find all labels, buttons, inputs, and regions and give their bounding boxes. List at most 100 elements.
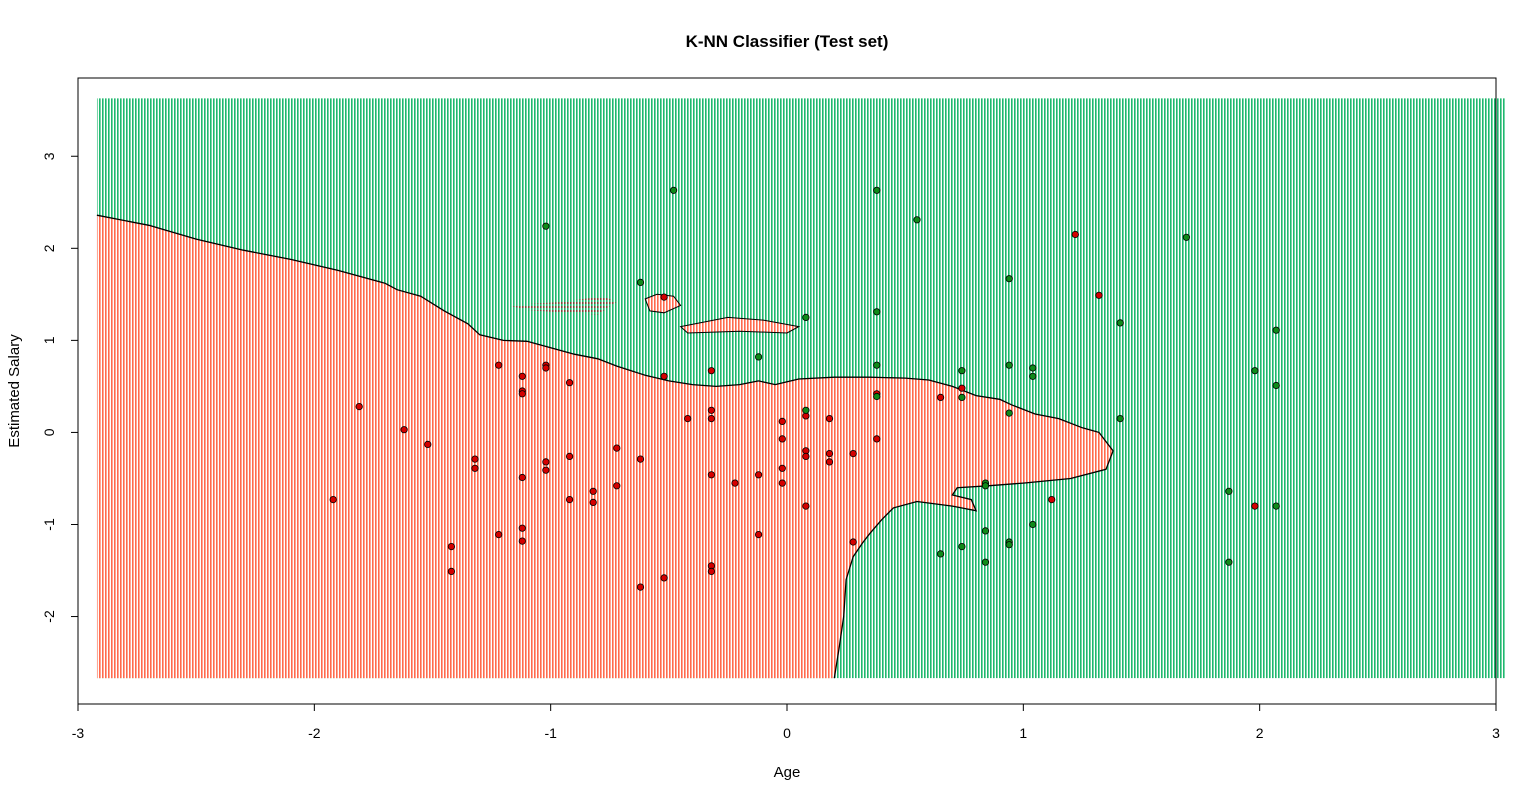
point-class-0 bbox=[825, 458, 834, 466]
point-class-1 bbox=[1029, 520, 1037, 529]
point-class-0 bbox=[518, 537, 526, 545]
point-class-1 bbox=[1272, 502, 1280, 510]
point-class-0 bbox=[400, 426, 408, 434]
point-class-0 bbox=[684, 414, 692, 423]
point-class-1 bbox=[1116, 319, 1124, 327]
point-class-0 bbox=[542, 466, 550, 474]
x-tick-label: 3 bbox=[1492, 725, 1500, 741]
point-class-0 bbox=[958, 384, 966, 392]
x-tick-label: -2 bbox=[308, 725, 321, 741]
point-class-0 bbox=[754, 471, 763, 479]
point-class-0 bbox=[471, 464, 479, 472]
point-class-1 bbox=[1225, 487, 1233, 495]
point-class-0 bbox=[936, 393, 945, 401]
point-class-0 bbox=[778, 417, 786, 425]
point-class-1 bbox=[981, 527, 990, 535]
point-class-0 bbox=[589, 487, 597, 495]
point-class-0 bbox=[1251, 502, 1259, 510]
point-class-1 bbox=[958, 367, 966, 375]
point-class-1 bbox=[1029, 372, 1037, 380]
point-class-0 bbox=[518, 524, 526, 532]
point-class-1 bbox=[1005, 541, 1013, 549]
boundary-line bbox=[96, 214, 1114, 679]
point-class-0 bbox=[707, 406, 716, 414]
point-class-1 bbox=[1182, 233, 1191, 241]
point-class-0 bbox=[754, 530, 763, 539]
point-class-0 bbox=[355, 402, 363, 411]
point-class-1 bbox=[542, 222, 550, 230]
point-class-1 bbox=[754, 353, 763, 361]
x-tick-label: -1 bbox=[544, 725, 557, 741]
point-class-1 bbox=[1005, 275, 1013, 283]
point-class-0 bbox=[849, 449, 857, 458]
point-class-1 bbox=[1272, 381, 1280, 390]
point-class-0 bbox=[424, 440, 432, 448]
y-tick-label: 1 bbox=[41, 336, 57, 344]
point-class-0 bbox=[707, 567, 716, 576]
y-tick-label: -1 bbox=[41, 518, 57, 531]
y-tick-label: 2 bbox=[41, 244, 57, 252]
x-tick-label: -3 bbox=[72, 725, 85, 741]
region-class-0 bbox=[96, 215, 1114, 679]
point-class-0 bbox=[778, 479, 786, 487]
point-class-1 bbox=[873, 392, 881, 401]
point-class-0 bbox=[613, 482, 621, 490]
point-class-0 bbox=[849, 538, 857, 546]
point-class-1 bbox=[669, 186, 678, 194]
point-class-0 bbox=[1071, 230, 1079, 239]
point-class-1 bbox=[802, 313, 810, 321]
chart-title: K-NN Classifier (Test set) bbox=[686, 32, 889, 51]
decision-boundary bbox=[96, 214, 1114, 679]
point-class-1 bbox=[1251, 367, 1259, 375]
point-class-0 bbox=[825, 414, 834, 423]
region-class-0-island bbox=[644, 293, 682, 314]
decision-regions bbox=[96, 98, 1506, 679]
point-class-0 bbox=[518, 390, 526, 398]
point-class-1 bbox=[802, 406, 810, 414]
x-tick-label: 0 bbox=[783, 725, 791, 741]
point-class-1 bbox=[958, 542, 966, 551]
point-class-0 bbox=[731, 479, 739, 487]
point-class-1 bbox=[873, 186, 881, 194]
point-class-0 bbox=[802, 452, 810, 460]
point-class-1 bbox=[936, 550, 945, 558]
point-class-1 bbox=[958, 393, 966, 401]
point-class-0 bbox=[518, 372, 526, 380]
x-axis: -3 -2 -1 0 1 2 3 bbox=[72, 703, 1500, 741]
point-class-0 bbox=[802, 502, 810, 510]
point-class-0 bbox=[778, 435, 786, 443]
point-class-0 bbox=[707, 367, 716, 375]
y-tick-label: 0 bbox=[41, 428, 57, 436]
point-class-0 bbox=[1095, 291, 1103, 299]
point-class-0 bbox=[660, 574, 668, 582]
point-class-0 bbox=[636, 455, 645, 463]
point-class-0 bbox=[613, 444, 621, 452]
point-class-0 bbox=[707, 414, 716, 423]
point-class-1 bbox=[1005, 361, 1013, 369]
x-tick-label: 1 bbox=[1019, 725, 1027, 741]
point-class-1 bbox=[873, 308, 881, 316]
point-class-0 bbox=[542, 364, 550, 372]
point-class-0 bbox=[495, 530, 503, 539]
y-axis: -2 -1 0 1 2 3 bbox=[41, 152, 79, 623]
point-class-0 bbox=[565, 452, 574, 460]
point-class-1 bbox=[873, 361, 881, 369]
point-class-0 bbox=[565, 495, 574, 504]
point-class-0 bbox=[707, 471, 716, 479]
point-class-0 bbox=[495, 361, 503, 369]
point-class-0 bbox=[825, 449, 834, 458]
point-class-1 bbox=[1225, 558, 1233, 566]
point-class-1 bbox=[1116, 414, 1124, 423]
point-class-0 bbox=[542, 458, 550, 466]
test-set-points bbox=[329, 186, 1280, 591]
point-class-1 bbox=[1029, 364, 1037, 372]
point-class-1 bbox=[913, 216, 921, 224]
x-axis-label: Age bbox=[774, 764, 801, 781]
point-class-0 bbox=[447, 567, 455, 576]
point-class-0 bbox=[589, 498, 597, 506]
y-axis-label: Estimated Salary bbox=[6, 334, 23, 448]
point-class-0 bbox=[1048, 495, 1056, 504]
point-class-1 bbox=[981, 558, 990, 566]
y-tick-label: 3 bbox=[41, 152, 57, 160]
